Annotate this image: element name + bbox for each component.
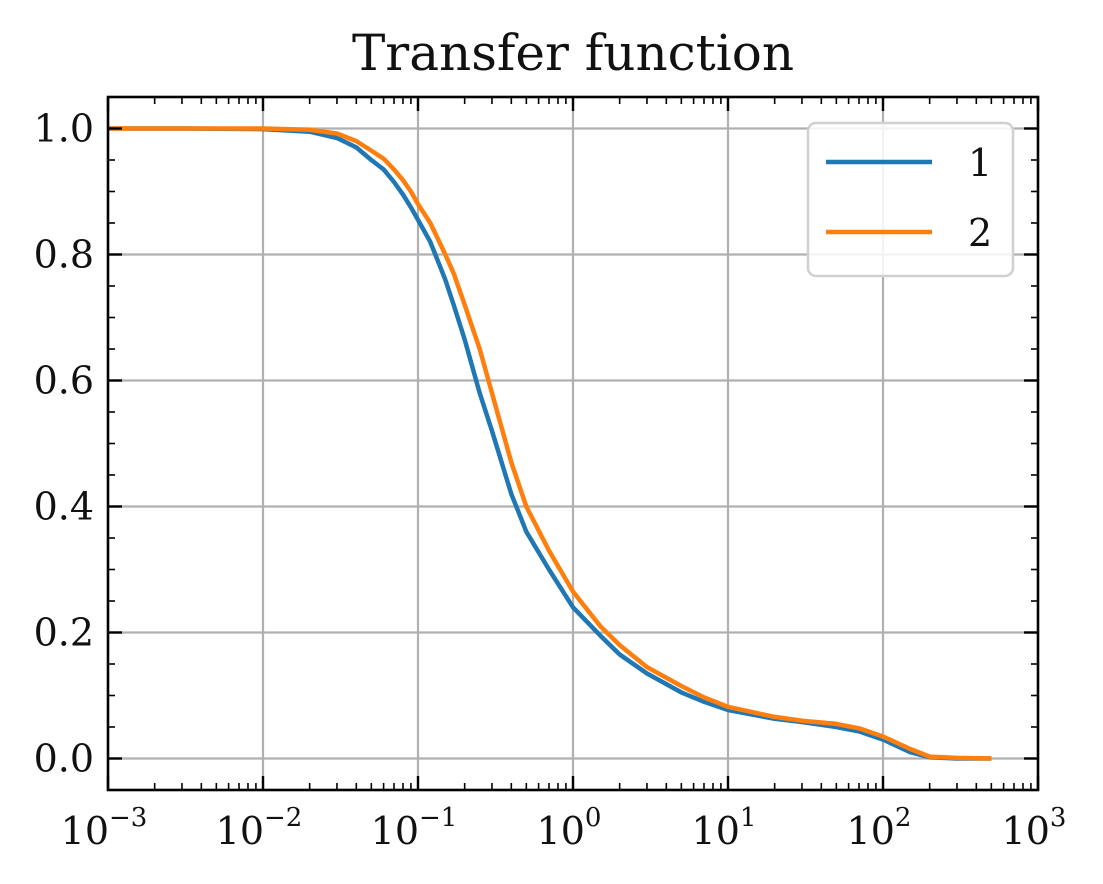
x-tick-exponent: 2 <box>895 803 912 833</box>
y-tick-label: 0.0 <box>34 737 94 781</box>
y-tick-labels: 0.0 0.2 0.4 0.6 0.8 1.0 <box>34 107 94 781</box>
y-tick-label: 0.4 <box>34 485 94 529</box>
legend: 12 <box>806 121 1015 278</box>
x-tick-label: 100 <box>537 803 602 853</box>
series-line-2 <box>108 126 992 761</box>
x-tick-exponent: −1 <box>419 803 457 833</box>
x-tick-base: 10 <box>692 809 740 853</box>
x-tick-base: 10 <box>1002 809 1050 853</box>
x-tick-exponent: 3 <box>1050 803 1067 833</box>
x-tick-exponent: −2 <box>264 803 302 833</box>
x-tick-base: 10 <box>216 809 264 853</box>
legend-label-2: 2 <box>968 211 992 255</box>
x-tick-labels: 10−3 10−2 10−1 100 101 102 103 <box>61 803 1067 853</box>
x-tick-base: 10 <box>537 809 585 853</box>
x-tick-base: 10 <box>61 809 109 853</box>
x-tick-label: 10−2 <box>216 803 303 853</box>
x-tick-base: 10 <box>847 809 895 853</box>
x-tick-base: 10 <box>371 809 419 853</box>
x-tick-exponent: 1 <box>740 803 757 833</box>
x-tick-label: 102 <box>847 803 912 853</box>
x-tick-label: 10−3 <box>61 803 148 853</box>
chart-title: Transfer function <box>352 24 794 82</box>
x-tick-label: 101 <box>692 803 757 853</box>
series-line-1 <box>108 126 992 761</box>
x-tick-label: 103 <box>1002 803 1067 853</box>
axis-ticks <box>106 96 1040 791</box>
series-lines <box>108 126 992 761</box>
legend-label-1: 1 <box>968 141 992 185</box>
y-tick-label: 0.6 <box>34 359 94 403</box>
y-tick-label: 1.0 <box>34 107 94 151</box>
x-tick-exponent: −3 <box>109 803 147 833</box>
y-tick-label: 0.8 <box>34 233 94 277</box>
y-tick-label: 0.2 <box>34 611 94 655</box>
x-tick-label: 10−1 <box>371 803 458 853</box>
x-tick-exponent: 0 <box>585 803 602 833</box>
